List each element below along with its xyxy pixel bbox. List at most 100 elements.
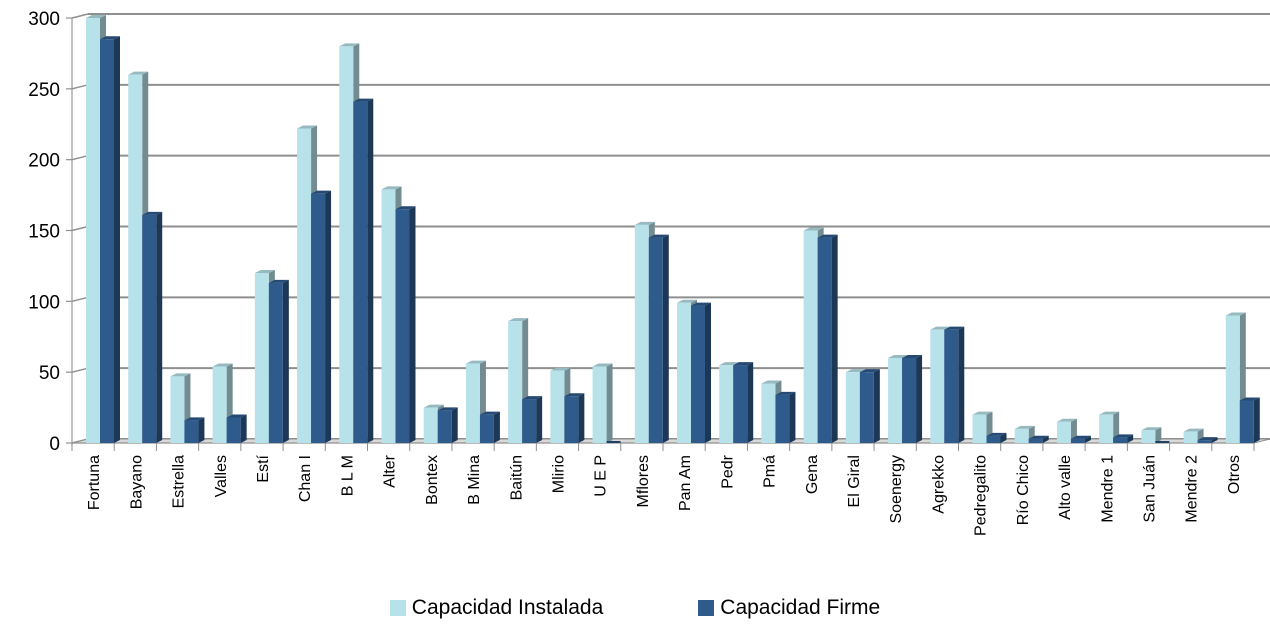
bar-capacidad-instalada-side: [606, 363, 613, 443]
bar-capacidad-firme-side: [114, 36, 120, 443]
bar-capacidad-firme-side: [451, 407, 458, 443]
bar-capacidad-instalada: [254, 273, 269, 443]
bar-capacidad-instalada-side: [1155, 427, 1162, 443]
bar-capacidad-firme-side: [493, 411, 500, 443]
bar-capacidad-firme-side: [325, 190, 332, 443]
legend: Capacidad Instalada Capacidad Firme: [0, 592, 1270, 624]
y-axis-ticks: 0 50 100 150 200 250 300: [28, 9, 60, 455]
x-category-label: Gena: [804, 455, 821, 494]
bar-capacidad-firme-top: [395, 206, 416, 210]
y-tick-label: 100: [28, 292, 60, 313]
bar-capacidad-firme-side: [1253, 397, 1260, 443]
bar-capacidad-instalada-top: [550, 367, 571, 371]
bar-capacidad-firme-top: [817, 234, 838, 238]
legend-swatch-firme: [698, 600, 715, 616]
bar-capacidad-instalada: [803, 230, 818, 443]
x-category-label: Soenergy: [888, 455, 905, 524]
bar-capacidad-instalada: [592, 366, 607, 443]
bar-capacidad-instalada: [339, 46, 354, 443]
y-tick-label: 250: [28, 80, 60, 101]
bar-capacidad-instalada-top: [254, 270, 275, 273]
x-category-label: Mendre 1: [1099, 455, 1116, 523]
bar-capacidad-instalada: [381, 189, 396, 443]
bar-capacidad-instalada: [550, 370, 565, 443]
bar-capacidad-firme: [944, 329, 959, 443]
bar-capacidad-instalada-top: [719, 362, 740, 366]
bar-capacidad-instalada-top: [845, 369, 866, 373]
x-category-label: Estí: [255, 454, 272, 482]
bar-capacidad-firme-side: [282, 279, 289, 443]
bar-capacidad-instalada: [930, 329, 945, 443]
bar-capacidad-instalada-top: [465, 360, 486, 364]
bar-capacidad-instalada-top: [1056, 418, 1077, 422]
bar-capacidad-instalada-top: [1183, 428, 1204, 432]
bar-capacidad-instalada: [1056, 421, 1071, 443]
gridline-depth: [71, 13, 89, 19]
bar-capacidad-firme: [184, 420, 199, 443]
x-category-label: San Juán: [1141, 455, 1158, 523]
bar-capacidad-instalada-top: [1014, 425, 1035, 429]
y-tick-label: 300: [28, 9, 60, 30]
bar-capacidad-firme-top: [775, 391, 796, 395]
x-category-label: Mflores: [635, 455, 652, 507]
bar-capacidad-firme-side: [198, 417, 205, 443]
gridline-depth: [71, 84, 89, 90]
bar-capacidad-instalada-top: [86, 15, 106, 18]
bar-capacidad-firme-top: [986, 432, 1007, 436]
bar-capacidad-instalada-top: [508, 318, 529, 322]
bar-capacidad-firme-side: [747, 362, 754, 443]
legend-item-firme: Capacidad Firme: [698, 592, 880, 624]
bar-capacidad-firme: [775, 394, 790, 443]
y-tick-label: 50: [39, 363, 60, 384]
bar-capacidad-firme-side: [705, 302, 711, 443]
x-category-label: Estrella: [171, 455, 188, 508]
bar-capacidad-firme-side: [409, 206, 416, 443]
x-category-label: Alto valle: [1057, 455, 1074, 520]
bar-capacidad-firme: [353, 101, 368, 443]
bar-capacidad-instalada-top: [339, 43, 360, 47]
bar-capacidad-firme: [986, 435, 1001, 443]
bar-capacidad-firme: [1070, 438, 1085, 443]
bar-capacidad-instalada: [1014, 428, 1029, 443]
bar-capacidad-instalada: [761, 383, 776, 443]
bar-capacidad-instalada-top: [212, 363, 233, 367]
bar-capacidad-firme: [1197, 440, 1212, 443]
bar-capacidad-firme-top: [226, 414, 247, 418]
legend-label-firme: Capacidad Firme: [720, 596, 881, 619]
bar-capacidad-firme-top: [1028, 435, 1049, 439]
bar-capacidad-firme-side: [578, 393, 585, 443]
bar-capacidad-firme-top: [902, 355, 923, 358]
bar-capacidad-firme-top: [142, 211, 163, 215]
bar-capacidad-instalada-top: [930, 326, 951, 330]
x-category-label: El Giral: [846, 455, 863, 507]
x-category-label: Bayano: [128, 455, 145, 509]
bar-capacidad-instalada-top: [128, 71, 149, 75]
bar-capacidad-firme: [1113, 437, 1128, 443]
x-category-label: B L M: [339, 455, 356, 496]
bar-capacidad-instalada-top: [634, 221, 655, 225]
legend-swatch-instalada: [389, 600, 406, 616]
bar-capacidad-firme-top: [311, 190, 332, 194]
bar-capacidad-firme-side: [367, 98, 374, 443]
x-category-label: Chan I: [297, 455, 314, 502]
legend-label-instalada: Capacidad Instalada: [411, 596, 604, 619]
bar-capacidad-instalada: [1099, 414, 1114, 443]
bar-capacidad-firme-side: [1211, 437, 1218, 443]
bar-capacidad-firme: [859, 372, 874, 443]
x-category-label: Agrekko: [930, 455, 947, 514]
bar-capacidad-instalada: [1183, 431, 1198, 443]
x-category-label: Pedr: [719, 454, 736, 488]
bar-capacidad-firme: [733, 365, 748, 443]
bar-capacidad-instalada: [508, 321, 523, 443]
bar-capacidad-firme-side: [662, 234, 669, 443]
bar-capacidad-instalada-top: [761, 380, 782, 384]
x-category-label: Baitún: [508, 455, 525, 500]
bar-capacidad-firme-side: [873, 369, 880, 443]
bar-capacidad-firme: [395, 209, 410, 443]
bar-capacidad-instalada: [719, 365, 734, 443]
gridline-depth: [71, 225, 89, 232]
bar-capacidad-firme-top: [353, 98, 374, 102]
bar-capacidad-instalada: [634, 224, 649, 443]
bar-capacidad-firme-top: [691, 302, 711, 306]
bar-capacidad-firme-top: [479, 411, 500, 415]
